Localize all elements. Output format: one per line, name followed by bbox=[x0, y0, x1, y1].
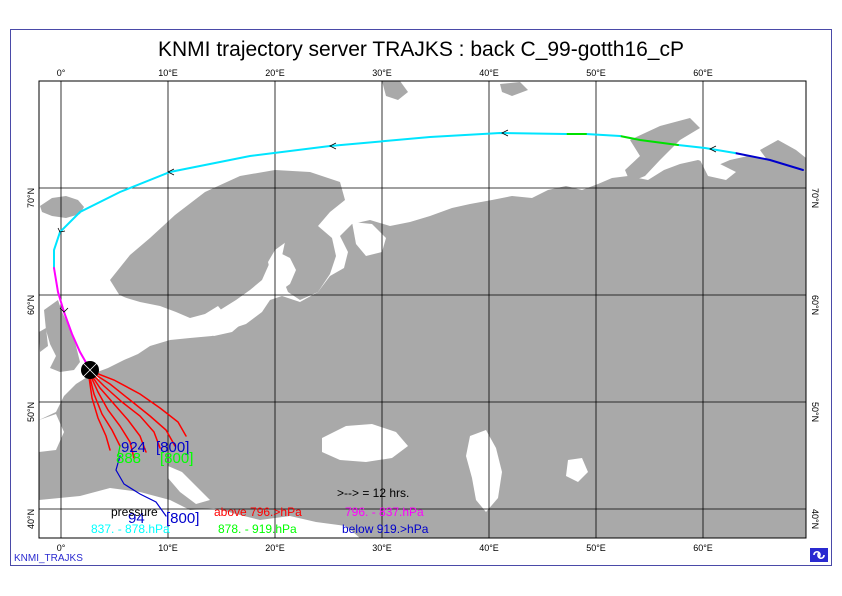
lat-tick-right: 40°N bbox=[810, 509, 820, 529]
endpoint-labels: 924 [800] 888 [800] 94 [800] bbox=[116, 439, 199, 527]
lat-tick-left: 60°N bbox=[26, 295, 36, 315]
start-point-marker bbox=[80, 360, 100, 380]
endpoint-label: 888 bbox=[116, 450, 141, 467]
map-border bbox=[38, 80, 807, 539]
land-yamal bbox=[760, 140, 806, 172]
lon-tick-top: 20°E bbox=[265, 68, 285, 78]
lat-tick-right: 60°N bbox=[810, 295, 820, 315]
endpoint-label: 94 bbox=[128, 510, 145, 527]
endpoint-label: 924 bbox=[121, 439, 146, 456]
sea-white bbox=[352, 222, 386, 256]
land-scandinavia bbox=[110, 170, 345, 318]
land-masses bbox=[39, 81, 806, 538]
lon-tick-bottom: 60°E bbox=[693, 543, 713, 553]
lon-tick-bottom: 0° bbox=[57, 543, 66, 553]
arrow-marker bbox=[501, 129, 509, 137]
trajectories bbox=[53, 131, 804, 517]
trajectory-magenta-segment bbox=[53, 267, 89, 367]
lat-tick-right: 70°N bbox=[810, 188, 820, 208]
lat-ticks-right: 70°N 60°N 50°N 40°N bbox=[810, 188, 820, 529]
trajectory-red bbox=[87, 369, 111, 451]
arrow-marker bbox=[57, 227, 66, 233]
graticule bbox=[39, 81, 806, 538]
lon-tick-bottom: 40°E bbox=[479, 543, 499, 553]
trajectory-blue-south bbox=[115, 455, 167, 517]
legend-item: 837. - 878.hPa bbox=[91, 522, 170, 536]
arrow-marker bbox=[59, 307, 69, 313]
trajectory-red bbox=[87, 369, 135, 459]
lon-tick-bottom: 10°E bbox=[158, 543, 178, 553]
arrow-marker bbox=[329, 142, 337, 150]
trajectory-blue-segment bbox=[734, 152, 804, 171]
sea-baltic bbox=[200, 252, 296, 336]
lat-tick-right: 50°N bbox=[810, 402, 820, 422]
footer-label: KNMI_TRAJKS bbox=[14, 553, 83, 564]
lat-tick-left: 70°N bbox=[26, 188, 36, 208]
lon-tick-top: 50°E bbox=[586, 68, 606, 78]
land-britain bbox=[44, 300, 80, 372]
sea-mediterranean bbox=[39, 488, 360, 538]
trajectory-cyan-segment bbox=[53, 131, 567, 269]
lon-ticks-bottom: 0° 10°E 20°E 30°E 40°E 50°E 60°E bbox=[57, 543, 713, 553]
inland-seas bbox=[39, 160, 736, 538]
lat-ticks-left: 70°N 60°N 50°N 40°N bbox=[26, 188, 36, 529]
land-novaya-zemlya bbox=[625, 118, 700, 182]
trajectory-red bbox=[87, 369, 161, 449]
sea-black bbox=[322, 424, 408, 462]
sea-caspian bbox=[466, 430, 502, 512]
trajectory-green-south bbox=[117, 445, 121, 457]
lon-tick-top: 60°E bbox=[693, 68, 713, 78]
legend-item: above 796.>hPa bbox=[214, 505, 302, 519]
endpoint-label: [800] bbox=[160, 450, 193, 467]
lat-tick-left: 40°N bbox=[26, 509, 36, 529]
time-arrows bbox=[57, 129, 717, 313]
arrow-marker bbox=[709, 145, 717, 153]
plot-frame bbox=[10, 29, 832, 566]
land-franz-josef bbox=[500, 82, 528, 96]
land-iceland bbox=[40, 196, 84, 218]
lon-ticks-top: 0° 10°E 20°E 30°E 40°E 50°E 60°E bbox=[57, 68, 713, 78]
land-finland bbox=[280, 226, 336, 300]
land-ireland bbox=[39, 328, 48, 352]
trajectory-red bbox=[87, 369, 147, 453]
arrow-marker bbox=[167, 168, 175, 176]
land-svalbard bbox=[382, 81, 408, 100]
legend-arrow-note: >--> = 12 hrs. bbox=[337, 486, 409, 500]
lat-tick-left: 50°N bbox=[26, 402, 36, 422]
sea-biscay bbox=[39, 414, 64, 452]
land-eurasia bbox=[39, 156, 806, 538]
sea-north bbox=[80, 290, 130, 360]
knmi-logo-icon bbox=[810, 548, 828, 562]
lon-tick-bottom: 50°E bbox=[586, 543, 606, 553]
sea-kara bbox=[700, 160, 736, 180]
sea-adriatic bbox=[168, 466, 210, 504]
lon-tick-top: 30°E bbox=[372, 68, 392, 78]
endpoint-label: [800] bbox=[166, 510, 199, 527]
endpoint-label: [800] bbox=[156, 439, 189, 456]
trajectory-green-segment bbox=[619, 135, 679, 146]
legend-title: pressure bbox=[111, 505, 158, 519]
legend: >--> = 12 hrs. pressure above 796.>hPa 7… bbox=[91, 486, 429, 536]
trajectory-red bbox=[87, 369, 121, 447]
lon-tick-top: 10°E bbox=[158, 68, 178, 78]
sea-aral bbox=[566, 458, 588, 482]
legend-item: 796. - 837.hPa bbox=[345, 505, 424, 519]
lon-tick-top: 0° bbox=[57, 68, 66, 78]
page-title: KNMI trajectory server TRAJKS : back C_9… bbox=[158, 38, 684, 61]
lon-tick-bottom: 30°E bbox=[372, 543, 392, 553]
trajectory-red bbox=[87, 369, 187, 437]
legend-item: below 919.>hPa bbox=[342, 522, 429, 536]
legend-item: 878. - 919.hPa bbox=[218, 522, 297, 536]
trajectory-red bbox=[87, 369, 176, 447]
trajectory-cyan-segment bbox=[585, 133, 621, 137]
lon-tick-bottom: 20°E bbox=[265, 543, 285, 553]
lon-tick-top: 40°E bbox=[479, 68, 499, 78]
trajectory-cyan-segment bbox=[677, 144, 736, 154]
